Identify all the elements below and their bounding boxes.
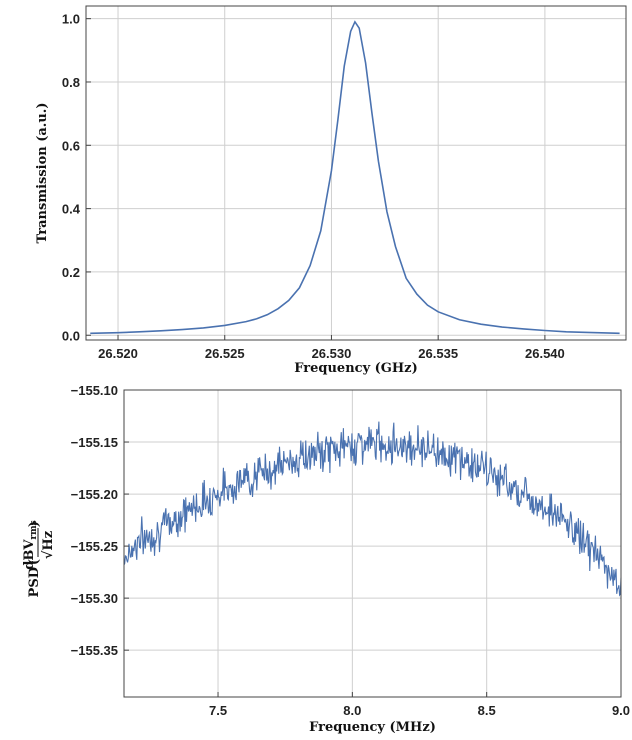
- x-tick-label: 9.0: [612, 703, 630, 718]
- psd-plot: 7.5 8.0 8.5 9.0 −155.10 −155.15 −155.20 −155.2…: [22, 383, 630, 735]
- grid: [124, 389, 622, 697]
- y-tick-label: −155.10: [71, 383, 118, 398]
- paren-open: (: [27, 559, 42, 565]
- y-ticks: −155.10 −155.15 −155.20 −155.25 −155.30 −155.…: [71, 383, 129, 658]
- x-ticks: 7.5 8.0 8.5 9.0: [209, 692, 630, 718]
- x-ticks: 26.520 26.525 26.530 26.535 26.540: [98, 335, 565, 361]
- unit-denominator: √Hz: [41, 531, 56, 559]
- x-tick-label: 8.0: [343, 703, 361, 718]
- unit-numerator: dBVrms: [22, 520, 39, 570]
- y-tick-label: 1.0: [62, 12, 80, 27]
- plot-frame: [123, 389, 622, 698]
- plot-frame: [85, 5, 627, 341]
- x-axis-label: Frequency (GHz): [294, 361, 417, 376]
- y-axis-label: Transmission (a.u.): [35, 103, 50, 244]
- x-tick-label: 7.5: [209, 703, 227, 718]
- x-tick-label: 26.520: [98, 346, 138, 361]
- paren-close: ): [27, 521, 42, 527]
- y-tick-label: 0.0: [62, 328, 80, 343]
- y-tick-label: 0.8: [62, 75, 80, 90]
- series-line-transmission: [90, 20, 620, 335]
- y-tick-label: −155.25: [71, 539, 118, 554]
- x-axis-label: Frequency (MHz): [309, 720, 436, 735]
- y-tick-label: −155.20: [71, 487, 118, 502]
- y-axis-label-text: PSD: [27, 567, 42, 597]
- y-ticks: 0.0 0.2 0.4 0.6 0.8 1.0: [62, 12, 91, 343]
- x-tick-label: 8.5: [478, 703, 496, 718]
- y-tick-label: −155.35: [71, 643, 118, 658]
- x-tick-label: 26.540: [525, 346, 565, 361]
- y-tick-label: 0.6: [62, 138, 80, 153]
- x-tick-label: 26.530: [312, 346, 352, 361]
- x-tick-label: 26.535: [418, 346, 458, 361]
- grid: [86, 6, 626, 340]
- y-axis-label: PSD ( dBVrms √Hz ): [22, 520, 56, 597]
- y-tick-label: −155.15: [71, 435, 118, 450]
- x-tick-label: 26.525: [205, 346, 245, 361]
- y-tick-label: 0.4: [62, 202, 81, 217]
- y-tick-label: 0.2: [62, 265, 80, 280]
- y-tick-label: −155.30: [71, 591, 118, 606]
- series-line-psd: [123, 421, 622, 597]
- transmission-plot: 26.520 26.525 26.530 26.535 26.540 0.0 0.2 0.4…: [35, 5, 627, 376]
